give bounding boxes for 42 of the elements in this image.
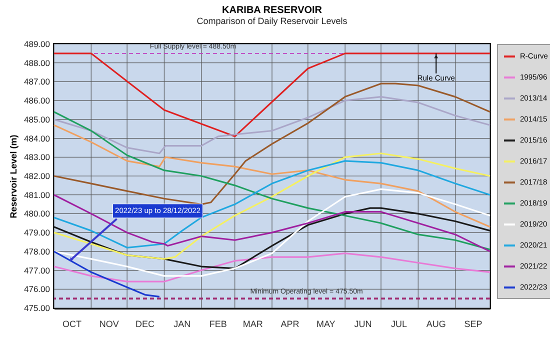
y-tick-label: 478.00 (24, 246, 50, 256)
line-series (53, 111, 491, 250)
x-tick-label: JAN (174, 319, 191, 329)
y-tick-label: 475.00 (24, 303, 50, 313)
x-tick-label: SEP (464, 319, 482, 329)
y-tick-label: 488.00 (24, 58, 50, 68)
y-tick-label: 486.00 (24, 96, 50, 106)
x-tick-label: AUG (426, 319, 446, 329)
y-tick-label: 489.00 (24, 39, 50, 49)
x-tick-label: MAR (242, 319, 264, 329)
line-series (53, 82, 491, 206)
line-series (53, 124, 491, 228)
y-tick-label: 480.00 (24, 208, 50, 219)
x-tick-label: NOV (99, 319, 119, 329)
line-series (53, 152, 491, 260)
line-series (53, 207, 491, 270)
line-series (53, 188, 491, 277)
y-tick-label: 485.00 (24, 114, 50, 124)
line-series (53, 52, 491, 138)
y-tick-label: 481.00 (24, 190, 50, 200)
line-series (53, 252, 491, 282)
chart-subtitle: Comparison of Daily Reservoir Levels (196, 16, 348, 26)
line-series (53, 96, 491, 154)
line-series (53, 160, 491, 248)
y-tick-label: 477.00 (24, 265, 50, 276)
y-tick-label: 479.00 (24, 228, 50, 238)
x-tick-label: JUL (390, 319, 407, 329)
y-tick-label: 484.00 (24, 133, 50, 144)
y-tick-label: 482.00 (24, 171, 50, 181)
x-tick-label: OCT (62, 319, 82, 329)
line-series (53, 194, 491, 252)
line-series (53, 250, 160, 298)
x-tick-label: MAY (316, 319, 336, 329)
x-tick-label: DEC (136, 319, 156, 329)
x-tick-label: JUN (354, 319, 372, 329)
y-tick-label: 483.00 (24, 152, 50, 162)
y-tick-label: 476.00 (24, 284, 50, 294)
y-axis-title: Reservoir Level (m) (8, 134, 18, 218)
x-tick-label: FEB (209, 319, 227, 329)
x-tick-label: APR (280, 319, 300, 329)
chart-title: KARIBA RESERVOIR (222, 5, 323, 16)
y-tick-label: 487.00 (24, 76, 50, 87)
